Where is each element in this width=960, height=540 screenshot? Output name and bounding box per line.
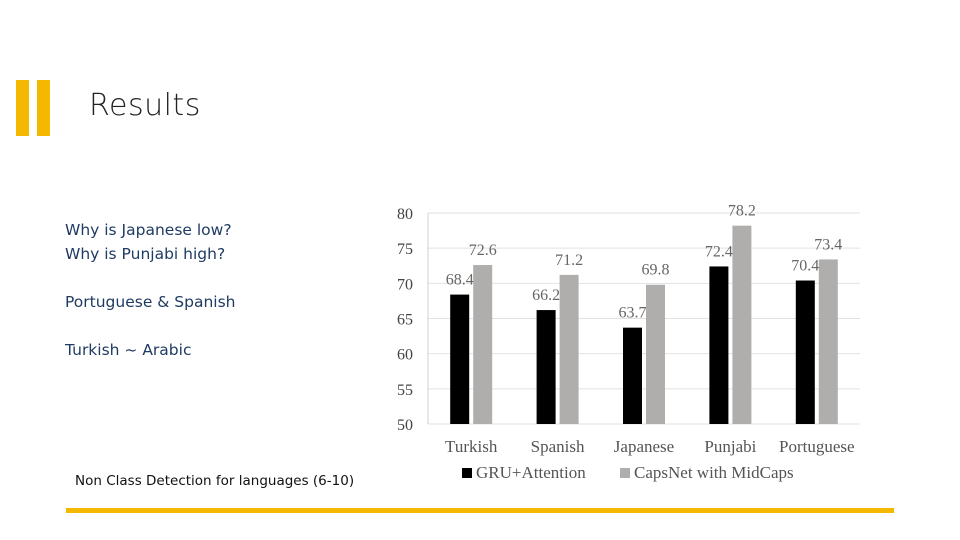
data-label: 63.7 <box>619 305 647 322</box>
x-tick-label: Portuguese <box>779 437 855 456</box>
bar-chart: 80 75 70 65 60 55 50 68.4 72.6 Turkish 66.2 71.2 Spa… <box>397 203 860 482</box>
y-tick-label: 75 <box>397 241 413 258</box>
data-label: 69.8 <box>642 262 670 279</box>
bar-capsnet <box>559 274 579 424</box>
data-label: 66.2 <box>532 287 560 304</box>
x-tick-label: Turkish <box>445 437 498 456</box>
bar-capsnet <box>646 284 665 424</box>
note-portuguese-spanish: Portuguese & Spanish <box>65 293 236 311</box>
legend-label-capsnet: CapsNet with MidCaps <box>634 463 794 482</box>
bar-capsnet <box>818 259 838 424</box>
note-punjabi-high: Why is Punjabi high? <box>65 245 226 263</box>
bar-gru <box>709 266 729 424</box>
y-tick-label: 50 <box>397 417 413 434</box>
data-label: 70.4 <box>791 258 819 275</box>
y-tick-label: 65 <box>397 312 413 329</box>
bar-capsnet <box>732 225 752 424</box>
y-tick-label: 70 <box>397 276 413 293</box>
y-tick-label: 55 <box>397 382 413 399</box>
chart-caption: Non Class Detection for languages (6-10) <box>75 473 355 489</box>
data-label: 72.6 <box>469 242 497 259</box>
data-label: 78.2 <box>728 203 756 220</box>
note-turkish-arabic: Turkish ~ Arabic <box>65 341 192 359</box>
bottom-rule <box>66 508 894 513</box>
bar-gru <box>450 294 470 424</box>
x-tick-label: Punjabi <box>704 437 756 456</box>
x-tick-label: Spanish <box>531 437 585 456</box>
note-japanese-low: Why is Japanese low? <box>65 221 232 239</box>
slide-title: Results <box>89 88 201 123</box>
accent-bar-left <box>16 80 29 136</box>
y-tick-label: 80 <box>397 206 413 223</box>
legend-swatch-gru <box>462 468 472 478</box>
data-label: 71.2 <box>555 252 583 269</box>
bar-gru <box>536 310 556 424</box>
bar-gru <box>795 280 815 424</box>
bar-capsnet <box>473 265 493 424</box>
bar-gru <box>623 327 642 424</box>
data-label: 68.4 <box>446 272 474 289</box>
legend-swatch-capsnet <box>620 468 630 478</box>
accent-bar-right <box>37 80 50 136</box>
x-tick-label: Japanese <box>614 437 674 456</box>
legend-label-gru: GRU+Attention <box>476 463 586 482</box>
data-label: 73.4 <box>814 236 842 253</box>
data-label: 72.4 <box>705 243 733 260</box>
y-tick-label: 60 <box>397 347 413 364</box>
